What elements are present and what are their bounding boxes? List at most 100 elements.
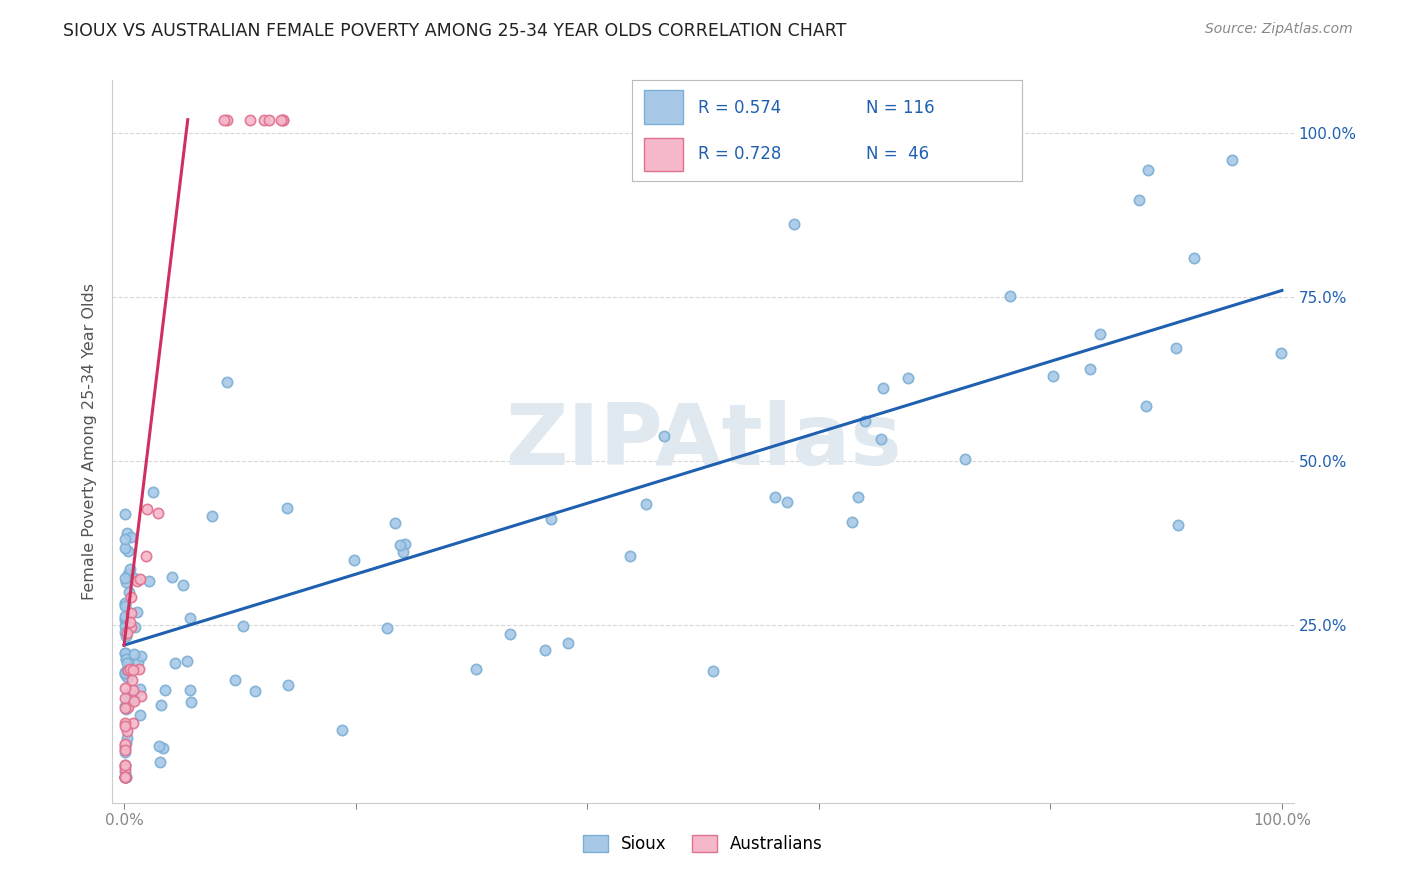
Point: [114, 610, 136, 624]
Point: [152, 741, 174, 756]
Point: [138, 574, 160, 588]
Point: [1088, 327, 1111, 342]
Point: [114, 743, 136, 757]
Point: [114, 770, 136, 784]
Point: [215, 375, 238, 389]
Point: [148, 739, 170, 754]
Point: [1136, 162, 1159, 177]
Point: [127, 655, 149, 669]
Point: [1078, 361, 1101, 376]
Point: [224, 673, 246, 687]
Point: [114, 646, 136, 660]
Point: [114, 770, 136, 784]
Point: [257, 112, 280, 127]
Point: [129, 648, 152, 663]
Point: [129, 682, 152, 697]
Point: [276, 500, 298, 515]
Point: [117, 663, 139, 677]
Point: [869, 432, 891, 446]
Point: [120, 615, 142, 630]
Point: [897, 370, 920, 384]
Point: [180, 695, 202, 709]
Point: [114, 736, 136, 750]
Point: [115, 625, 138, 640]
Point: [122, 571, 145, 585]
Point: [114, 575, 136, 590]
Point: [114, 597, 136, 611]
Point: [557, 636, 579, 650]
Point: [114, 759, 136, 773]
Point: [243, 684, 266, 698]
Point: [534, 642, 557, 657]
Point: [1220, 153, 1243, 168]
Point: [619, 549, 641, 564]
Point: [114, 770, 136, 784]
Point: [270, 112, 292, 127]
Point: [114, 719, 136, 733]
Point: [115, 770, 138, 784]
Point: [115, 669, 138, 683]
Point: [117, 731, 139, 746]
Y-axis label: Female Poverty Among 25-34 Year Olds: Female Poverty Among 25-34 Year Olds: [82, 283, 97, 600]
Point: [776, 495, 799, 509]
Point: [115, 770, 138, 784]
Point: [763, 490, 786, 504]
Point: [114, 596, 136, 610]
Point: [853, 414, 876, 428]
Point: [998, 289, 1021, 303]
Point: [114, 770, 136, 784]
Point: [465, 662, 488, 676]
Point: [215, 112, 238, 127]
Point: [114, 608, 136, 623]
Point: [253, 112, 276, 127]
Point: [114, 770, 136, 784]
Point: [114, 541, 136, 556]
Point: [128, 572, 150, 586]
Point: [846, 490, 869, 504]
Point: [120, 530, 142, 544]
Point: [176, 654, 198, 668]
Point: [179, 611, 201, 625]
Point: [343, 553, 366, 567]
Point: [179, 683, 201, 698]
Point: [114, 571, 136, 585]
Point: [121, 682, 143, 697]
Point: [153, 682, 176, 697]
Point: [128, 708, 150, 723]
Point: [128, 662, 150, 676]
Point: [165, 656, 187, 670]
Legend: Sioux, Australians: Sioux, Australians: [576, 828, 830, 860]
Point: [114, 699, 136, 714]
Point: [271, 112, 294, 127]
Point: [114, 665, 136, 680]
Point: [135, 549, 157, 564]
Point: [392, 545, 415, 559]
Point: [271, 112, 294, 127]
Point: [394, 537, 416, 551]
Point: [122, 663, 145, 677]
Point: [124, 691, 146, 706]
Point: [114, 740, 136, 755]
Point: [540, 512, 562, 526]
Point: [114, 757, 136, 772]
Point: [232, 619, 254, 633]
Point: [114, 619, 136, 633]
Point: [114, 765, 136, 780]
Text: ZIPAtlas: ZIPAtlas: [505, 400, 901, 483]
Point: [1135, 400, 1157, 414]
Point: [120, 662, 142, 676]
Point: [150, 698, 173, 713]
Point: [122, 715, 145, 730]
Point: [955, 451, 977, 466]
Point: [125, 574, 148, 588]
Point: [117, 525, 139, 540]
Point: [117, 663, 139, 677]
Point: [841, 515, 863, 529]
Point: [172, 578, 194, 592]
Point: [277, 677, 299, 691]
Point: [114, 614, 136, 628]
Point: [117, 566, 139, 581]
Point: [114, 738, 136, 752]
Point: [114, 665, 136, 680]
Point: [121, 673, 143, 687]
